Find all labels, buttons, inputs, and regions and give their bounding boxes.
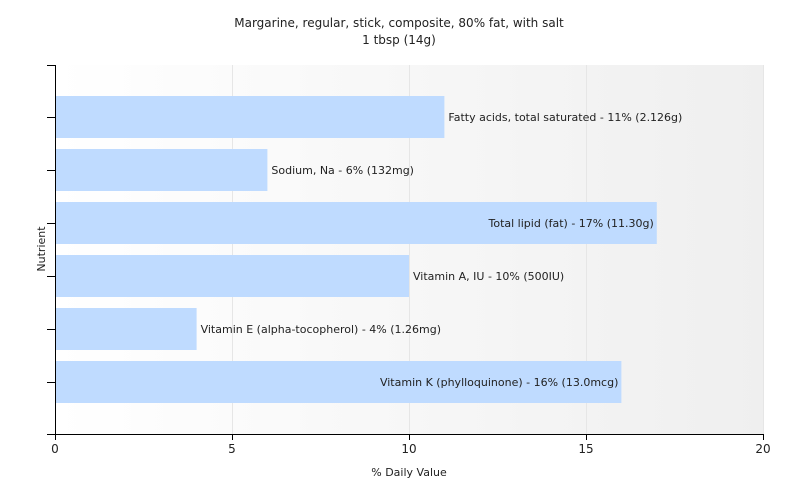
chart-subtitle: 1 tbsp (14g) [362,33,436,47]
bar-data-label: Vitamin E (alpha-tocopherol) - 4% (1.26m… [201,323,441,336]
bar-data-label: Vitamin A, IU - 10% (500IU) [413,270,564,283]
bar-data-label: Fatty acids, total saturated - 11% (2.12… [448,111,682,124]
bar [55,361,622,403]
chart-title: Margarine, regular, stick, composite, 80… [234,16,564,30]
bar [55,255,409,297]
x-tick-label: 5 [228,442,236,456]
x-tick-label: 10 [401,442,416,456]
bar-data-label: Total lipid (fat) - 17% (11.30g) [488,217,654,230]
bar-data-label: Sodium, Na - 6% (132mg) [271,164,414,177]
x-tick-label: 20 [755,442,770,456]
x-tick-label: 0 [51,442,59,456]
axes: 0 5 10 15 20 [47,65,771,456]
bar-data-label: Vitamin K (phylloquinone) - 16% (13.0mcg… [380,376,618,389]
bar [55,202,657,244]
x-tick-label: 15 [578,442,593,456]
bar [55,96,445,138]
bars: Fatty acids, total saturated - 11% (2.12… [55,96,682,403]
bar [55,308,197,350]
y-axis-label: Nutrient [35,226,48,272]
bar [55,149,268,191]
x-axis-label: % Daily Value [371,466,447,479]
